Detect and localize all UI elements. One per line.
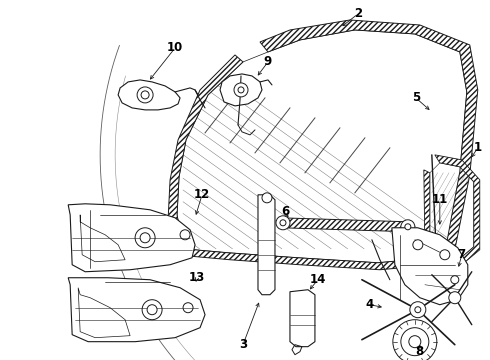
Circle shape: [410, 302, 426, 318]
Polygon shape: [280, 218, 410, 232]
Circle shape: [451, 276, 459, 284]
Text: 13: 13: [189, 271, 205, 284]
Circle shape: [234, 83, 248, 97]
Text: 9: 9: [264, 55, 272, 68]
Polygon shape: [68, 278, 205, 342]
Polygon shape: [177, 30, 467, 263]
Circle shape: [238, 87, 244, 93]
Polygon shape: [220, 74, 262, 106]
Circle shape: [142, 300, 162, 320]
Text: 7: 7: [458, 248, 466, 261]
Text: 12: 12: [194, 188, 210, 201]
Polygon shape: [168, 20, 478, 270]
Circle shape: [415, 307, 421, 313]
Text: 6: 6: [281, 205, 289, 218]
Text: 2: 2: [354, 8, 362, 21]
Polygon shape: [430, 163, 474, 259]
Circle shape: [440, 250, 450, 260]
Polygon shape: [118, 80, 180, 110]
Circle shape: [393, 320, 437, 360]
Text: 3: 3: [239, 338, 247, 351]
Polygon shape: [80, 215, 125, 262]
Circle shape: [276, 216, 290, 230]
Circle shape: [401, 220, 415, 234]
Text: 11: 11: [432, 193, 448, 206]
Circle shape: [409, 336, 421, 348]
Circle shape: [183, 303, 193, 313]
Circle shape: [180, 230, 190, 240]
Circle shape: [141, 91, 149, 99]
Polygon shape: [78, 288, 130, 338]
Polygon shape: [392, 228, 468, 305]
Circle shape: [140, 233, 150, 243]
Circle shape: [147, 305, 157, 315]
Text: 1: 1: [474, 141, 482, 154]
Circle shape: [137, 87, 153, 103]
Circle shape: [401, 328, 429, 356]
Circle shape: [405, 224, 411, 230]
Polygon shape: [424, 155, 480, 265]
Text: 5: 5: [412, 91, 420, 104]
Text: 4: 4: [366, 298, 374, 311]
Text: 8: 8: [416, 345, 424, 358]
Polygon shape: [258, 195, 275, 295]
Circle shape: [280, 220, 286, 226]
Polygon shape: [68, 204, 195, 272]
Circle shape: [262, 193, 272, 203]
Circle shape: [413, 240, 423, 250]
Polygon shape: [290, 290, 315, 347]
Circle shape: [449, 292, 461, 304]
Circle shape: [135, 228, 155, 248]
Text: 10: 10: [167, 41, 183, 54]
Text: 14: 14: [310, 273, 326, 286]
